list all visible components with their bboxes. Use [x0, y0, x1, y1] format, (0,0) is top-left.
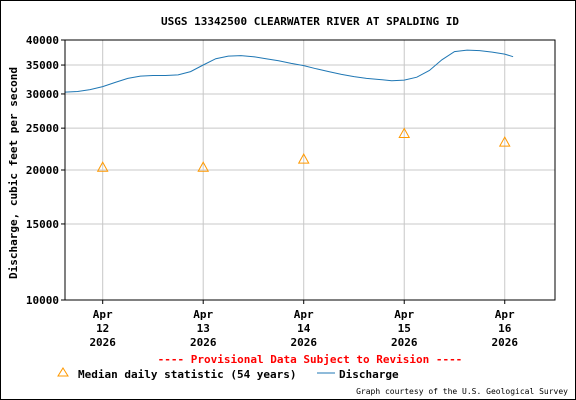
x-tick-label: Apr — [294, 308, 314, 321]
y-tick-label: 40000 — [26, 34, 59, 47]
x-axis-ticks: Apr122026Apr132026Apr142026Apr152026Apr1… — [89, 300, 518, 349]
x-tick-label: Apr — [193, 308, 213, 321]
legend: Median daily statistic (54 years) Discha… — [57, 367, 399, 381]
x-tick-label: 14 — [297, 322, 311, 335]
provisional-note: ---- Provisional Data Subject to Revisio… — [158, 353, 463, 366]
median-triangle-marker — [197, 161, 210, 172]
series-layer — [64, 49, 514, 172]
y-tick-label: 25000 — [26, 122, 59, 135]
x-tick-label: 16 — [498, 322, 512, 335]
y-axis-ticks: 10000 15000 20000 25000 30000 35000 40000 — [26, 34, 65, 307]
x-tick-label: 2026 — [89, 336, 116, 349]
median-triangle-marker — [96, 161, 109, 172]
median-triangle-marker — [297, 153, 310, 164]
x-tick-label: 13 — [197, 322, 210, 335]
median-triangle-marker — [398, 127, 411, 138]
legend-median-label: Median daily statistic (54 years) — [78, 368, 297, 381]
y-tick-label: 20000 — [26, 164, 59, 177]
x-tick-label: 2026 — [290, 336, 317, 349]
legend-median-triangle-marker — [57, 367, 69, 377]
x-tick-label: Apr — [93, 308, 113, 321]
y-tick-label: 35000 — [26, 59, 59, 72]
x-tick-label: 2026 — [391, 336, 418, 349]
x-tick-label: 2026 — [491, 336, 518, 349]
legend-discharge-label: Discharge — [339, 368, 399, 381]
x-tick-label: 15 — [398, 322, 411, 335]
x-tick-label: 12 — [96, 322, 109, 335]
x-tick-label: Apr — [394, 308, 414, 321]
y-tick-label: 30000 — [26, 88, 59, 101]
y-axis-label: Discharge, cubic feet per second — [7, 67, 20, 279]
y-tick-label: 15000 — [26, 218, 59, 231]
median-triangle-marker — [498, 136, 511, 147]
x-tick-label: Apr — [495, 308, 515, 321]
y-tick-label: 10000 — [26, 294, 59, 307]
chart-title: USGS 13342500 CLEARWATER RIVER AT SPALDI… — [161, 15, 459, 28]
credit-text: Graph courtesy of the U.S. Geological Su… — [356, 387, 568, 396]
discharge-line — [64, 49, 514, 93]
grid — [65, 39, 555, 301]
x-tick-label: 2026 — [190, 336, 217, 349]
